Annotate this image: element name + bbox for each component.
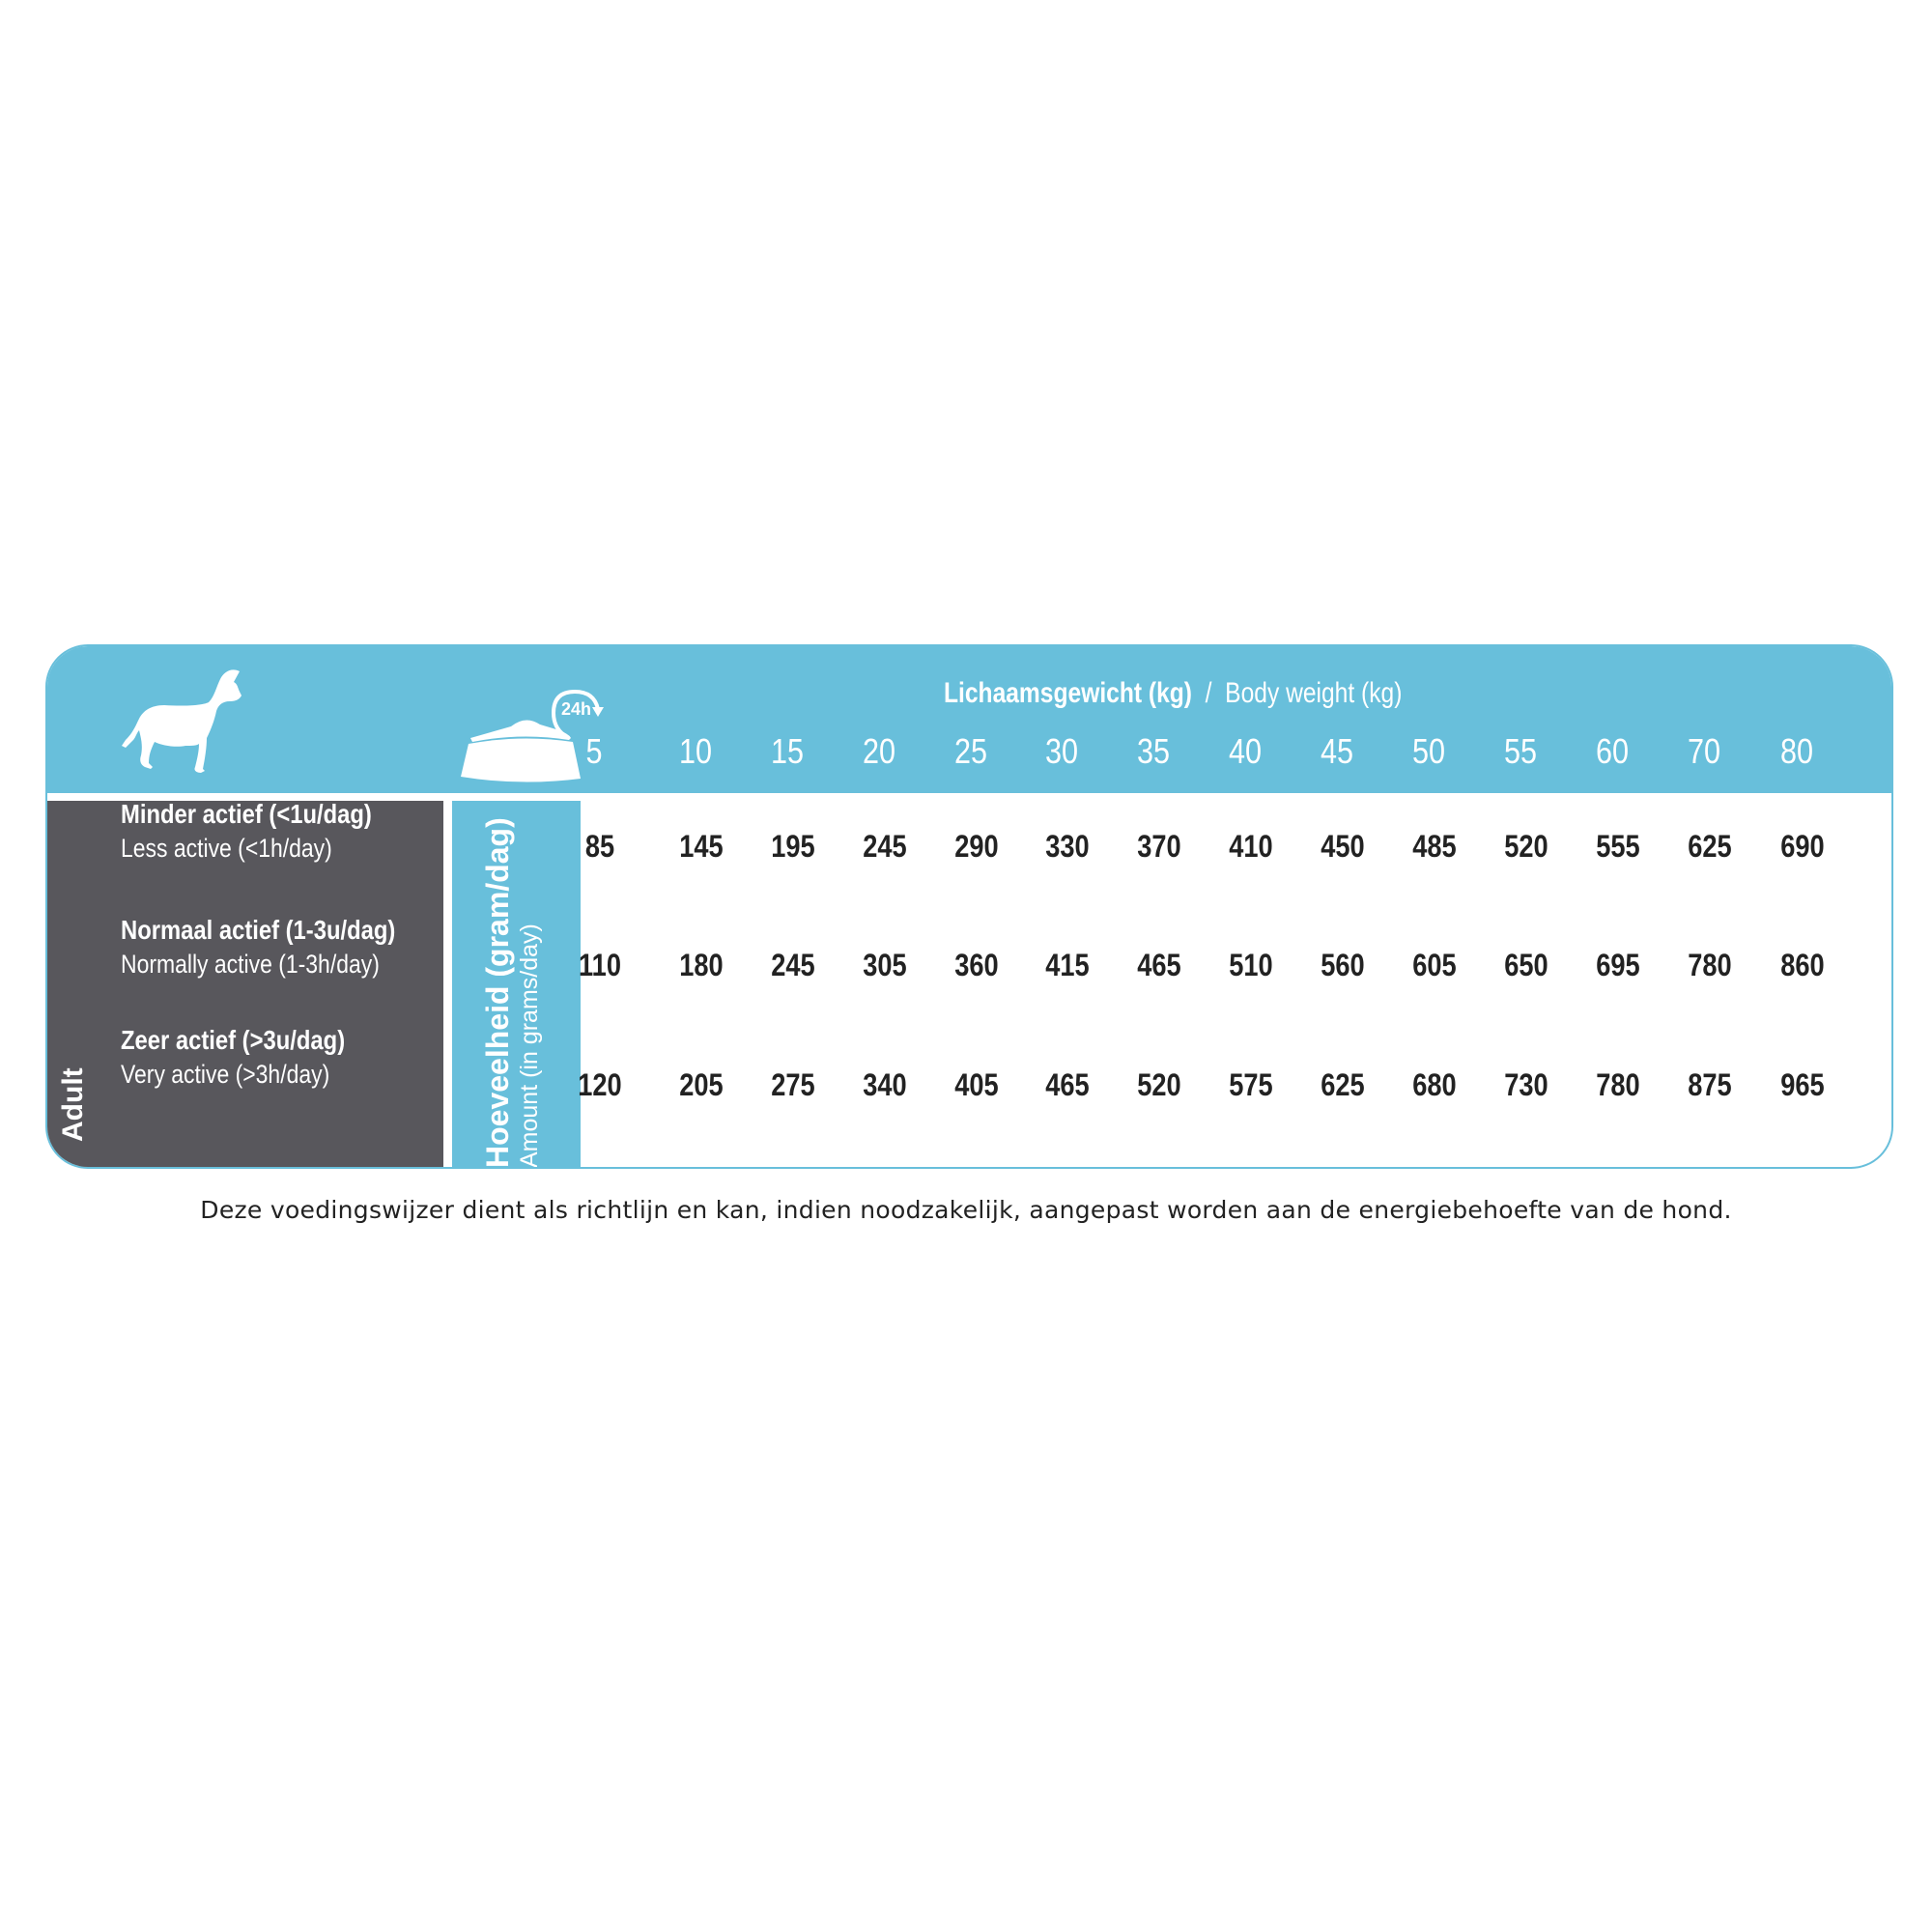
amount-cell: 370	[1137, 829, 1181, 864]
weight-header: 15	[770, 731, 805, 771]
amount-cell: 780	[1688, 948, 1732, 982]
weight-header: 50	[1411, 731, 1446, 771]
amount-cell: 275	[771, 1067, 815, 1102]
amount-label: Hoeveelheid (gram/dag) Amount (in grams/…	[480, 817, 544, 1168]
activity-label: Zeer actief (>3u/dag) Very active (>3h/da…	[121, 1025, 345, 1090]
amount-cell: 245	[771, 948, 815, 982]
amount-cell: 625	[1321, 1067, 1365, 1102]
footnote: Deze voedingswijzer dient als richtlijn …	[200, 1196, 1732, 1224]
amount-cell: 145	[679, 829, 724, 864]
amount-cell: 780	[1596, 1067, 1640, 1102]
activity-en: Less active (<1h/day)	[121, 834, 332, 863]
weight-header: 5	[585, 731, 603, 771]
dog-icon	[122, 669, 242, 773]
amount-cell: 875	[1688, 1067, 1732, 1102]
amount-cell: 465	[1045, 1067, 1090, 1102]
weight-header: 20	[862, 731, 896, 771]
header-title: Lichaamsgewicht (kg) / Body weight (kg)	[944, 677, 1402, 710]
amount-cell: 465	[1137, 948, 1181, 982]
bowl-badge: 24h	[561, 699, 591, 719]
amount-cell: 120	[578, 1067, 622, 1102]
amount-cell: 245	[863, 829, 907, 864]
weight-header: 45	[1320, 731, 1354, 771]
weight-header: 30	[1044, 731, 1079, 771]
amount-cell: 485	[1412, 829, 1457, 864]
amount-cell: 520	[1504, 829, 1548, 864]
group-label: Adult	[57, 1067, 89, 1142]
amount-cell: 450	[1321, 829, 1365, 864]
amount-cell: 860	[1780, 948, 1825, 982]
amount-label-nl: Hoeveelheid (gram/dag)	[480, 817, 515, 1168]
weight-header: 80	[1779, 731, 1814, 771]
amount-cell: 305	[863, 948, 907, 982]
amount-cell: 180	[679, 948, 724, 982]
amount-cell: 520	[1137, 1067, 1181, 1102]
amount-cell: 360	[954, 948, 999, 982]
activity-nl: Minder actief (<1u/dag)	[121, 799, 372, 829]
title-en: Body weight (kg)	[1225, 677, 1403, 709]
amount-cell: 415	[1045, 948, 1090, 982]
amount-label-en: Amount (in grams/day)	[516, 923, 543, 1168]
weight-header: 55	[1503, 731, 1538, 771]
activity-nl: Zeer actief (>3u/dag)	[121, 1025, 346, 1055]
food-bowl-24h-icon: 24h	[461, 689, 604, 782]
amount-cell: 560	[1321, 948, 1365, 982]
amount-cell: 555	[1596, 829, 1640, 864]
amount-cell: 405	[954, 1067, 999, 1102]
amount-cell: 510	[1229, 948, 1273, 982]
weight-header: 25	[953, 731, 988, 771]
weight-header: 35	[1136, 731, 1171, 771]
activity-label: Minder actief (<1u/dag) Less active (<1h/…	[121, 799, 372, 864]
activity-panel: Adult Minder actief (<1u/dag) Less active…	[47, 799, 443, 1167]
amount-column	[452, 801, 581, 1167]
weight-header: 40	[1228, 731, 1263, 771]
amount-cell: 410	[1229, 829, 1273, 864]
weight-header: 70	[1687, 731, 1721, 771]
amount-cell: 650	[1504, 948, 1548, 982]
title-separator: /	[1205, 677, 1212, 709]
weight-header: 60	[1595, 731, 1630, 771]
amount-cell: 290	[954, 829, 999, 864]
amount-cell: 730	[1504, 1067, 1548, 1102]
amount-cell: 575	[1229, 1067, 1273, 1102]
amount-cell: 695	[1596, 948, 1640, 982]
amount-cell: 195	[771, 829, 815, 864]
amount-cell: 330	[1045, 829, 1090, 864]
table-header: 24h Lichaamsgewicht (kg) / Body weight (…	[47, 646, 1891, 793]
amount-cell: 605	[1412, 948, 1457, 982]
amount-cell: 680	[1412, 1067, 1457, 1102]
title-nl: Lichaamsgewicht (kg)	[944, 677, 1192, 709]
activity-en: Normally active (1-3h/day)	[121, 950, 380, 979]
activity-en: Very active (>3h/day)	[121, 1060, 330, 1089]
feeding-table: 24h Lichaamsgewicht (kg) / Body weight (…	[45, 644, 1893, 1169]
activity-label: Normaal actief (1-3u/dag) Normally active…	[121, 915, 395, 980]
amount-cell: 340	[863, 1067, 907, 1102]
weight-header: 10	[678, 731, 713, 771]
amount-cell: 85	[584, 829, 615, 864]
amount-cell: 965	[1780, 1067, 1825, 1102]
amount-cell: 110	[579, 948, 621, 982]
amount-cell: 625	[1688, 829, 1732, 864]
amount-cell: 690	[1780, 829, 1825, 864]
activity-nl: Normaal actief (1-3u/dag)	[121, 915, 396, 945]
amount-cell: 205	[679, 1067, 724, 1102]
